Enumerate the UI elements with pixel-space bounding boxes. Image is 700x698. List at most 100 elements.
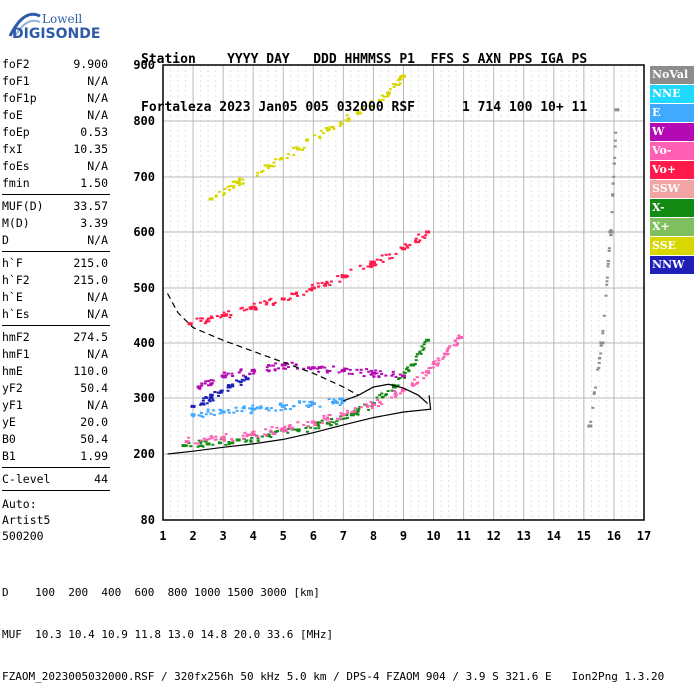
data-point bbox=[230, 438, 234, 441]
data-point bbox=[231, 442, 235, 445]
data-point bbox=[261, 169, 265, 172]
data-point bbox=[208, 396, 214, 400]
data-point bbox=[356, 410, 360, 413]
param-value: 215.0 bbox=[73, 256, 108, 270]
data-point bbox=[245, 435, 249, 438]
data-point bbox=[231, 441, 235, 444]
data-point bbox=[602, 314, 606, 317]
data-point bbox=[205, 319, 209, 322]
data-point bbox=[291, 146, 295, 149]
data-point bbox=[297, 400, 301, 403]
data-point bbox=[202, 397, 206, 400]
param-name: hmF1 bbox=[2, 347, 30, 361]
param-name: yF2 bbox=[2, 381, 23, 395]
data-point bbox=[185, 444, 189, 447]
data-point bbox=[372, 260, 376, 263]
data-point bbox=[296, 421, 300, 424]
data-point bbox=[223, 376, 227, 379]
data-point bbox=[272, 161, 276, 164]
param-row-foes: foEs N/A bbox=[2, 159, 108, 176]
data-point bbox=[325, 421, 331, 425]
header-values-row: Fortaleza 2023 Jan05 005 032000 RSF 1 71… bbox=[141, 100, 587, 116]
data-point bbox=[369, 369, 373, 372]
data-point bbox=[376, 398, 380, 401]
data-point bbox=[340, 398, 344, 401]
data-point bbox=[269, 429, 273, 432]
data-point bbox=[605, 283, 609, 286]
data-point bbox=[369, 105, 373, 108]
data-point bbox=[385, 95, 389, 98]
header-label: AXN bbox=[477, 52, 502, 67]
curve-fit bbox=[343, 383, 429, 405]
data-point bbox=[354, 407, 358, 410]
data-point bbox=[353, 412, 357, 415]
data-point bbox=[227, 188, 231, 191]
data-point bbox=[370, 403, 376, 407]
data-point bbox=[278, 158, 282, 161]
param-separator bbox=[2, 194, 110, 195]
data-point bbox=[333, 401, 337, 404]
data-point bbox=[191, 415, 195, 418]
data-point bbox=[201, 399, 205, 402]
data-point bbox=[385, 91, 391, 95]
data-point bbox=[370, 264, 374, 267]
data-point bbox=[397, 377, 401, 380]
data-point bbox=[338, 280, 342, 283]
data-point bbox=[307, 367, 311, 370]
data-point bbox=[401, 374, 406, 378]
data-point bbox=[388, 88, 392, 91]
y-tick-label: 500 bbox=[133, 281, 155, 295]
param-row-d: D N/A bbox=[2, 233, 108, 250]
data-point bbox=[207, 399, 211, 402]
data-point bbox=[214, 194, 218, 197]
data-point bbox=[317, 135, 321, 138]
data-point bbox=[263, 164, 267, 167]
series-nnw bbox=[190, 375, 250, 408]
data-point bbox=[592, 392, 596, 395]
data-point bbox=[250, 436, 254, 439]
data-point bbox=[256, 435, 260, 438]
y-axis-ticks: 80 200 300 400 500 600 700 800 900 bbox=[133, 58, 155, 527]
data-point bbox=[284, 428, 288, 431]
data-point bbox=[190, 413, 196, 417]
data-point bbox=[413, 362, 417, 365]
param-row-hf2: h`F2 215.0 bbox=[2, 273, 108, 290]
data-point bbox=[265, 301, 269, 304]
data-point bbox=[280, 404, 286, 408]
param-name: foEp bbox=[2, 125, 30, 139]
data-point bbox=[329, 424, 333, 427]
data-point bbox=[209, 412, 213, 415]
data-point bbox=[273, 368, 277, 371]
data-point bbox=[226, 409, 230, 412]
data-point bbox=[588, 425, 592, 428]
data-point bbox=[284, 403, 288, 406]
data-point bbox=[612, 162, 616, 165]
data-point bbox=[416, 240, 420, 243]
plot-frame bbox=[162, 64, 645, 521]
data-point bbox=[320, 281, 324, 284]
param-separator bbox=[2, 251, 110, 252]
data-point bbox=[309, 400, 313, 403]
data-point bbox=[267, 433, 271, 436]
x-tick-label: 4 bbox=[250, 529, 257, 543]
data-point bbox=[345, 414, 349, 417]
data-point bbox=[209, 384, 213, 387]
header-label: PPS bbox=[508, 52, 533, 67]
data-point bbox=[217, 190, 221, 193]
data-point bbox=[204, 320, 208, 323]
data-point bbox=[401, 247, 406, 251]
data-point bbox=[609, 234, 613, 237]
data-point bbox=[362, 375, 366, 378]
data-point bbox=[310, 420, 316, 424]
header-label: PS bbox=[571, 52, 588, 67]
data-point bbox=[378, 99, 382, 102]
data-point bbox=[431, 366, 435, 369]
data-point bbox=[308, 401, 312, 404]
data-point bbox=[394, 395, 398, 398]
legend-item-vo: Vo+ bbox=[650, 161, 694, 179]
data-point bbox=[359, 406, 363, 409]
data-point bbox=[392, 389, 396, 392]
data-point bbox=[380, 396, 384, 399]
data-point bbox=[410, 383, 414, 386]
x-axis-ticks: 1 2 3 4 5 6 7 8 9 10 11 12 13 14 15 16 17 bbox=[159, 529, 651, 543]
